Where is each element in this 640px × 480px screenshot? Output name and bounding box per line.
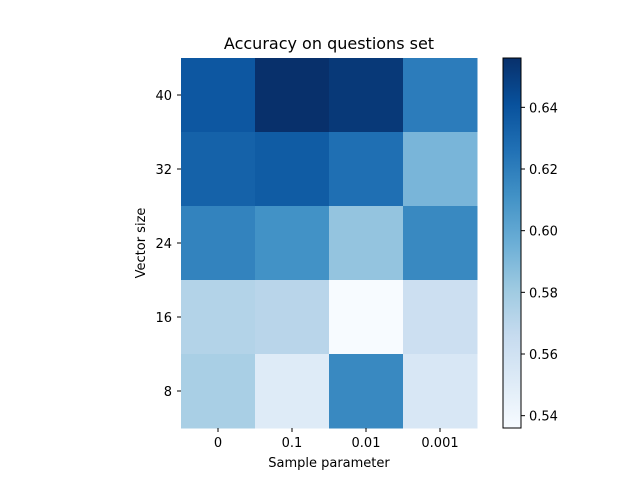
y-tick-label: 40	[155, 89, 172, 104]
y-tick-label: 16	[155, 311, 172, 326]
colorbar-tick-label: 0.60	[529, 225, 558, 240]
heatmap-cell	[255, 354, 330, 429]
x-tick-label: 0.01	[352, 436, 381, 451]
heatmap-cell	[329, 206, 404, 281]
x-axis-ticks: 0 0.1 0.01 0.001	[214, 428, 459, 451]
heatmap-cell	[329, 58, 404, 133]
colorbar	[502, 57, 522, 429]
y-tick-label: 24	[155, 237, 172, 252]
y-tick-label: 8	[164, 385, 172, 400]
heatmap-cell	[403, 280, 478, 355]
y-tick-label: 32	[155, 163, 172, 178]
heatmap-cell	[403, 58, 478, 133]
heatmap-cell	[403, 206, 478, 281]
heatmap-cell	[255, 58, 330, 133]
heatmap-cell	[329, 132, 404, 207]
heatmap-cell	[255, 280, 330, 355]
y-axis-ticks: 40 32 24 16 8	[155, 89, 181, 400]
heatmap-cell	[329, 354, 404, 429]
colorbar-tick-label: 0.58	[529, 286, 558, 301]
heatmap-cell	[181, 206, 256, 281]
colorbar-tick-label: 0.62	[529, 163, 558, 178]
heatmap-cell	[181, 354, 256, 429]
colorbar-tick-label: 0.54	[529, 410, 558, 425]
heatmap-cell	[255, 132, 330, 207]
x-axis-label: Sample parameter	[268, 456, 390, 471]
heatmap-cell	[403, 132, 478, 207]
heatmap-cell	[403, 354, 478, 429]
chart-title: Accuracy on questions set	[224, 34, 434, 53]
colorbar-tick-label: 0.56	[529, 348, 558, 363]
colorbar-ticks: 0.54 0.56 0.58 0.60 0.62 0.64	[521, 101, 558, 425]
y-axis-label: Vector size	[134, 208, 149, 279]
heatmap-cell	[181, 132, 256, 207]
x-tick-label: 0	[214, 436, 222, 451]
heatmap-cell	[255, 206, 330, 281]
heatmap-cell	[329, 280, 404, 355]
heatmap-cells	[181, 58, 478, 429]
heatmap-cell	[181, 280, 256, 355]
x-tick-label: 0.1	[282, 436, 303, 451]
x-tick-label: 0.001	[421, 436, 458, 451]
heatmap-cell	[181, 58, 256, 133]
colorbar-tick-label: 0.64	[529, 101, 558, 116]
